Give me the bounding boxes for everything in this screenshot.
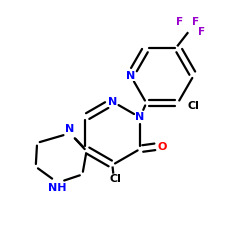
Text: F: F — [192, 17, 199, 27]
Text: F: F — [176, 17, 183, 27]
Text: O: O — [158, 142, 167, 152]
Text: N: N — [66, 124, 75, 134]
Text: Cl: Cl — [187, 101, 199, 111]
Text: F: F — [198, 27, 205, 37]
Text: Cl: Cl — [110, 174, 121, 184]
Text: N: N — [126, 70, 135, 81]
Text: NH: NH — [48, 183, 67, 193]
Text: N: N — [108, 97, 117, 107]
Text: N: N — [135, 112, 144, 122]
